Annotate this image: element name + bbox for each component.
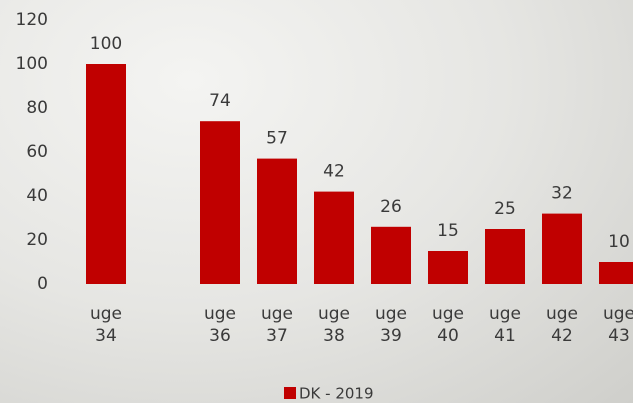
data-label: 100 [90,34,122,54]
bar [542,213,582,284]
data-label: 26 [380,197,402,217]
bar [428,251,468,284]
y-tick-label: 40 [26,186,48,206]
y-tick-label: 120 [16,10,48,30]
bar [599,262,633,284]
data-label: 57 [266,129,288,149]
x-tick-label: uge 36 [203,304,237,346]
bar [314,191,354,284]
y-tick-label: 100 [16,54,48,74]
x-tick-label: uge 40 [431,304,465,346]
x-tick-label: uge 41 [488,304,522,346]
bar [200,121,240,284]
x-tick-label: uge 37 [260,304,294,346]
x-tick-label: uge 43 [602,304,633,346]
bar [485,229,525,284]
x-tick-label: uge 42 [545,304,579,346]
x-tick-label: uge 34 [89,304,123,346]
bar [257,158,297,284]
bar [371,226,411,284]
data-label: 15 [437,221,459,241]
bar [86,64,126,284]
data-label: 32 [551,184,573,204]
legend-label: DK - 2019 [299,385,374,403]
data-label: 10 [608,232,630,252]
y-tick-label: 0 [37,274,48,294]
x-tick-label: uge 39 [374,304,408,346]
data-label: 25 [494,199,516,219]
y-tick-label: 80 [26,98,48,118]
data-label: 74 [209,91,231,111]
y-tick-label: 60 [26,142,48,162]
legend-swatch [284,387,296,399]
y-tick-label: 20 [26,230,48,250]
data-label: 42 [323,162,345,182]
x-tick-label: uge 38 [317,304,351,346]
